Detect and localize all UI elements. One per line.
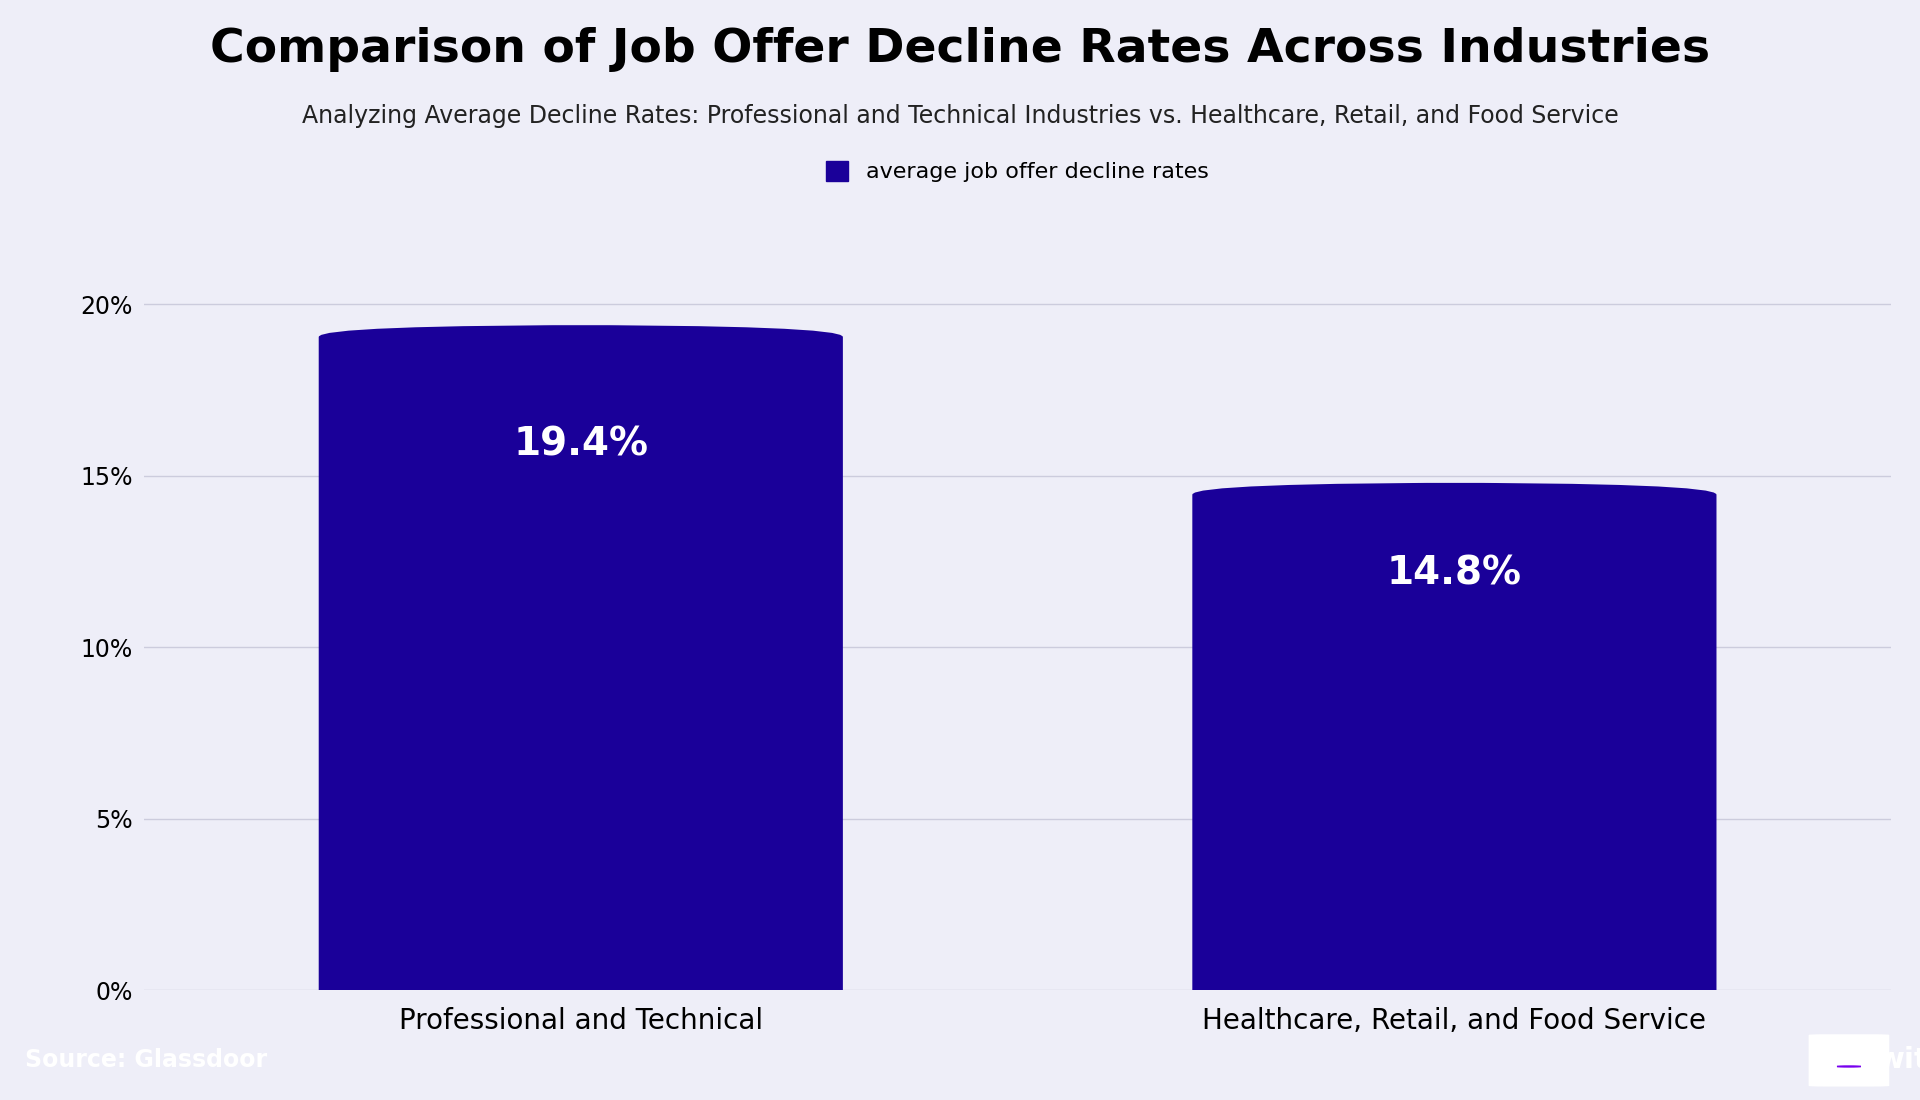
Text: Source: Glassdoor: Source: Glassdoor: [25, 1048, 267, 1072]
Text: 14.8%: 14.8%: [1386, 556, 1523, 593]
Text: withe: withe: [1878, 1046, 1920, 1075]
FancyBboxPatch shape: [1809, 1034, 1889, 1087]
Text: Analyzing Average Decline Rates: Professional and Technical Industries vs. Healt: Analyzing Average Decline Rates: Profess…: [301, 104, 1619, 129]
FancyBboxPatch shape: [1192, 483, 1716, 1002]
FancyBboxPatch shape: [319, 324, 843, 1002]
Text: Comparison of Job Offer Decline Rates Across Industries: Comparison of Job Offer Decline Rates Ac…: [209, 28, 1711, 73]
Legend: average job offer decline rates: average job offer decline rates: [826, 161, 1210, 183]
Text: 19.4%: 19.4%: [513, 426, 649, 464]
